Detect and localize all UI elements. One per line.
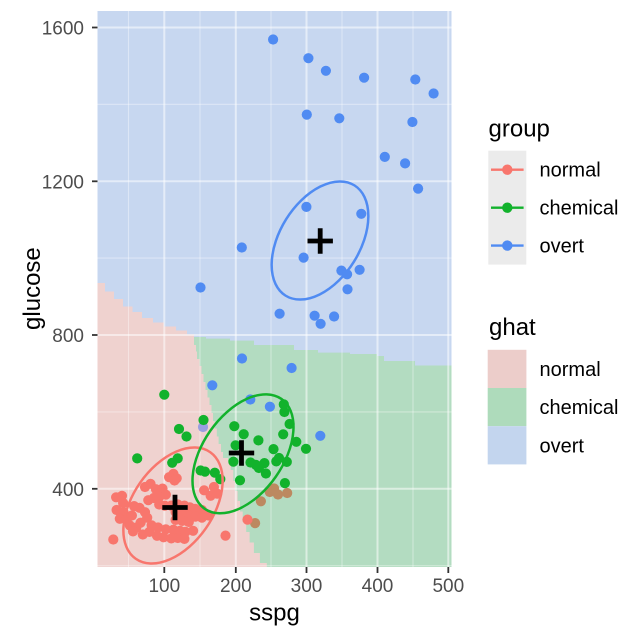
svg-text:overt: overt: [540, 435, 585, 457]
svg-text:1200: 1200: [42, 172, 84, 193]
svg-text:ghat: ghat: [489, 314, 536, 341]
svg-text:sspg: sspg: [249, 599, 300, 626]
svg-text:100: 100: [148, 576, 180, 597]
svg-text:group: group: [489, 116, 550, 143]
svg-text:800: 800: [52, 326, 84, 347]
svg-text:chemical: chemical: [540, 198, 619, 220]
svg-text:500: 500: [432, 576, 464, 597]
svg-text:overt: overt: [540, 236, 585, 258]
svg-text:normal: normal: [540, 160, 601, 182]
svg-text:300: 300: [291, 576, 323, 597]
svg-text:glucose: glucose: [19, 247, 46, 330]
svg-text:400: 400: [52, 480, 84, 501]
svg-text:1600: 1600: [42, 19, 84, 40]
svg-text:chemical: chemical: [540, 397, 619, 419]
svg-text:normal: normal: [540, 359, 601, 381]
svg-text:400: 400: [362, 576, 394, 597]
svg-text:200: 200: [220, 576, 252, 597]
